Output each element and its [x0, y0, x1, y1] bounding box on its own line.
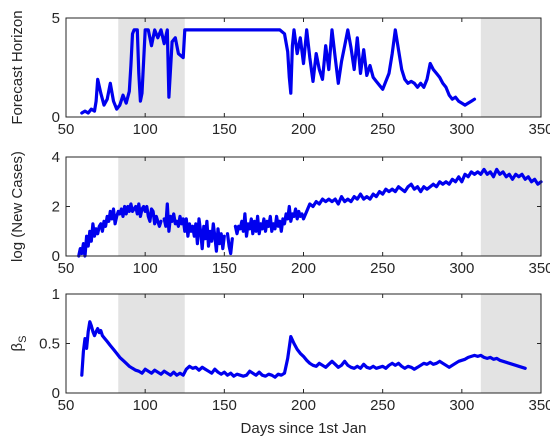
y-axis-label-main: β [9, 342, 26, 351]
y-tick-label: 0.5 [39, 336, 60, 353]
panel-2: 50 100 150 200 250 300 350 0 2 4 log (New Cases) [9, 149, 550, 277]
x-tick-label: 300 [449, 397, 474, 414]
x-tick-label: 50 [58, 260, 75, 277]
x-tick-label: 350 [528, 397, 550, 414]
y-axis-label: βS [9, 336, 29, 352]
x-tick-label: 300 [449, 121, 474, 138]
x-axis-label: Days since 1st Jan [241, 420, 367, 437]
y-tick-label: 1 [52, 286, 60, 303]
x-tick-label: 50 [58, 397, 75, 414]
x-tick-label: 100 [133, 397, 158, 414]
panel-3: 50 100 150 200 250 300 350 0 0.5 1 βS Days since 1s… [9, 286, 550, 437]
y-tick-label: 0 [52, 385, 60, 402]
y-axis-label: Forecast Horizon [9, 10, 26, 124]
y-tick-label: 5 [52, 10, 60, 27]
series-line-segment-1 [80, 28, 477, 115]
shaded-region-2 [480, 18, 541, 117]
series-line-segment-4 [233, 167, 543, 238]
x-tick-label: 250 [370, 121, 395, 138]
x-tick-label: 350 [528, 260, 550, 277]
x-tick-label: 250 [370, 397, 395, 414]
x-tick-label: 100 [133, 121, 158, 138]
x-tick-label: 200 [291, 397, 316, 414]
series-line-segment-1 [80, 320, 527, 379]
x-tick-label: 250 [370, 260, 395, 277]
series-line-segment-3 [225, 232, 234, 256]
y-axis-label: log (New Cases) [9, 151, 26, 262]
x-tick-label: 150 [212, 121, 237, 138]
y-tick-label: 0 [52, 248, 60, 265]
y-tick-label: 4 [52, 149, 60, 166]
shaded-region-1 [118, 18, 185, 117]
series-line-segment-2 [162, 202, 226, 253]
x-tick-label: 300 [449, 260, 474, 277]
y-axis-label-subscript: S [17, 336, 29, 343]
shaded-region-1 [118, 294, 185, 393]
x-tick-label: 200 [291, 121, 316, 138]
x-tick-label: 150 [212, 260, 237, 277]
y-tick-label: 2 [52, 199, 60, 216]
x-tick-label: 350 [528, 121, 550, 138]
shaded-region-2 [480, 294, 541, 393]
panel-1: 50 100 150 200 250 300 350 0 5 Forecast Horizon [9, 10, 550, 138]
x-tick-label: 50 [58, 121, 75, 138]
y-tick-label: 0 [52, 109, 60, 126]
series-line-segment-1 [77, 202, 163, 258]
x-tick-label: 100 [133, 260, 158, 277]
x-tick-label: 150 [212, 397, 237, 414]
x-tick-label: 200 [291, 260, 316, 277]
